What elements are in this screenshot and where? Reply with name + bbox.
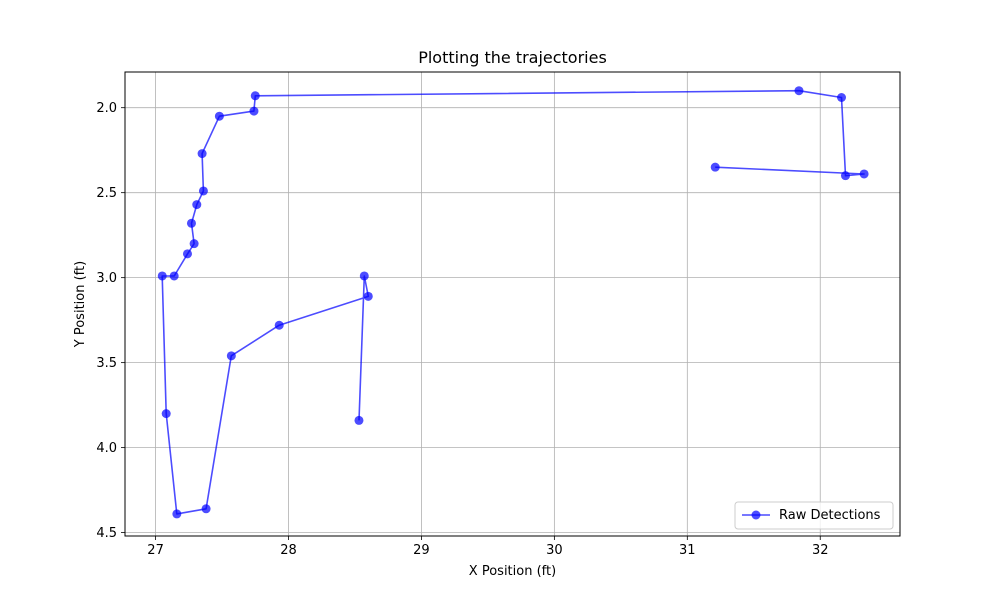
x-tick-label: 32 xyxy=(812,543,829,558)
data-point xyxy=(226,351,236,361)
legend-label: Raw Detections xyxy=(779,508,881,523)
legend: Raw Detections xyxy=(734,501,894,530)
x-tick-label: 28 xyxy=(280,543,297,558)
x-axis-label: X Position (ft) xyxy=(469,564,556,579)
data-point xyxy=(274,320,284,330)
series-layer xyxy=(157,86,869,519)
data-point xyxy=(189,239,199,249)
chart-title: Plotting the trajectories xyxy=(418,48,607,67)
data-point xyxy=(249,106,259,116)
data-point xyxy=(794,86,804,96)
data-point xyxy=(157,271,167,281)
series-line xyxy=(161,89,865,515)
data-point xyxy=(214,111,224,121)
data-point xyxy=(192,200,202,210)
x-tick-label: 27 xyxy=(147,543,164,558)
data-point xyxy=(250,91,260,101)
legend-box xyxy=(734,501,894,530)
y-tick-label: 3.0 xyxy=(96,271,117,286)
data-point xyxy=(197,149,207,159)
data-point xyxy=(182,249,192,259)
y-tick-label: 2.0 xyxy=(96,101,117,116)
data-point xyxy=(169,271,179,281)
y-tick-label: 4.5 xyxy=(96,526,117,541)
tick-layer: 27 28 29 30 31 32 2.0 2.5 3.0 3.5 4.0 4.5 xyxy=(96,101,828,558)
y-axis-label: Y Position (ft) xyxy=(73,261,88,348)
y-tick-label: 2.5 xyxy=(96,186,117,201)
plot-frame xyxy=(124,71,901,537)
data-point xyxy=(359,271,369,281)
y-tick-label: 3.5 xyxy=(96,356,117,371)
grid-layer xyxy=(125,72,900,536)
data-point xyxy=(710,162,720,172)
data-point xyxy=(840,171,850,181)
data-point xyxy=(186,218,196,228)
x-tick-label: 31 xyxy=(679,543,696,558)
data-point xyxy=(363,291,373,301)
y-tick-label: 4.0 xyxy=(96,441,117,456)
data-point xyxy=(859,169,869,179)
data-point xyxy=(172,509,182,519)
data-point xyxy=(201,504,211,514)
x-tick-label: 30 xyxy=(546,543,563,558)
data-point xyxy=(198,186,208,196)
data-point xyxy=(161,409,171,419)
legend-marker-swatch xyxy=(751,510,761,520)
data-point xyxy=(837,92,847,102)
x-tick-label: 29 xyxy=(413,543,430,558)
data-point xyxy=(354,415,364,425)
